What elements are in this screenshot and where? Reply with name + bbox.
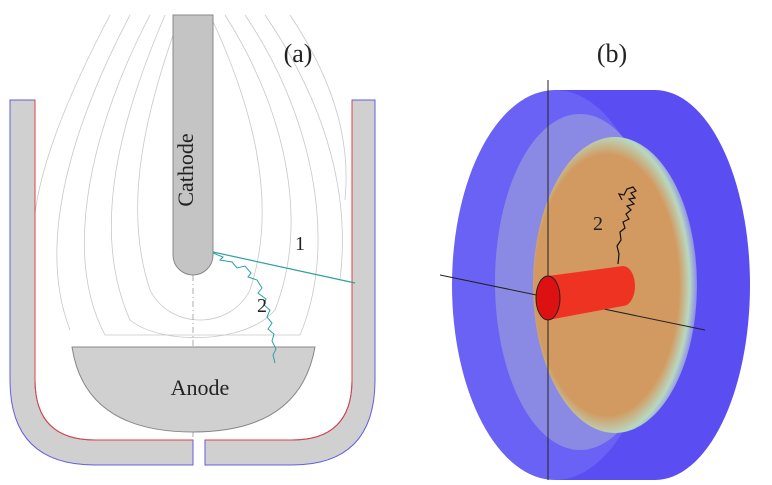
anode-label: Anode (171, 375, 230, 400)
panel-b: 2 (b) (440, 39, 750, 480)
cathode-label: Cathode (173, 133, 198, 206)
figure: Cathode Anode 1 2 (a) 2 (b) (0, 0, 772, 485)
panel-a: Cathode Anode 1 2 (a) (10, 15, 375, 465)
panel-label: (b) (597, 39, 627, 68)
trajectory-label: 2 (593, 213, 603, 235)
trajectory-label: 2 (257, 295, 267, 317)
trajectory-1 (213, 252, 355, 283)
panel-label: (a) (284, 39, 313, 68)
trajectory-label: 1 (295, 233, 305, 255)
